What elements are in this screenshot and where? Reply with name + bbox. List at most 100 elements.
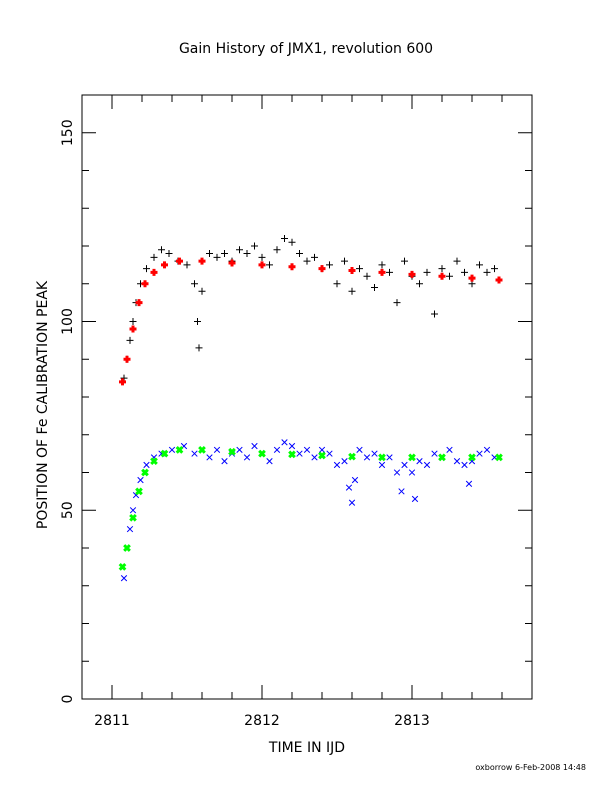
data-point bbox=[150, 457, 158, 466]
data-point bbox=[143, 265, 150, 273]
data-point bbox=[258, 261, 266, 269]
data-point bbox=[281, 234, 288, 242]
data-point bbox=[356, 446, 363, 454]
data-point bbox=[446, 446, 453, 454]
data-point bbox=[333, 461, 341, 469]
x-tick-label: 2811 bbox=[94, 713, 130, 729]
data-point bbox=[401, 257, 408, 265]
data-point bbox=[311, 253, 318, 261]
data-point bbox=[468, 453, 476, 462]
data-point bbox=[160, 449, 169, 458]
data-point bbox=[123, 355, 131, 363]
data-point bbox=[198, 257, 206, 265]
data-point bbox=[198, 445, 206, 454]
data-point bbox=[161, 261, 168, 269]
data-point bbox=[345, 484, 353, 491]
data-point bbox=[213, 446, 221, 454]
data-point bbox=[183, 261, 191, 269]
data-point bbox=[258, 253, 266, 261]
data-point bbox=[446, 272, 453, 280]
data-point bbox=[266, 458, 273, 465]
data-point bbox=[326, 450, 333, 457]
data-point bbox=[408, 453, 416, 462]
data-point bbox=[150, 253, 158, 261]
data-point bbox=[491, 265, 498, 273]
axis-ticks bbox=[81, 94, 533, 700]
data-point bbox=[120, 575, 128, 582]
data-point bbox=[378, 268, 386, 276]
y-tick-label: 50 bbox=[60, 501, 76, 519]
data-point bbox=[461, 461, 468, 469]
data-point bbox=[386, 268, 393, 276]
data-point bbox=[348, 452, 356, 461]
data-point bbox=[438, 453, 446, 462]
data-point bbox=[135, 487, 143, 496]
data-point bbox=[348, 287, 356, 295]
y-tick-label: 150 bbox=[60, 119, 76, 146]
data-point bbox=[137, 476, 144, 484]
data-point bbox=[176, 257, 183, 265]
data-point bbox=[129, 325, 137, 333]
data-point bbox=[453, 257, 461, 265]
data-point bbox=[243, 454, 251, 461]
data-point bbox=[228, 259, 236, 267]
data-point bbox=[416, 458, 423, 465]
y-tick-label: 0 bbox=[60, 695, 76, 704]
data-point bbox=[296, 250, 303, 258]
data-point bbox=[386, 454, 393, 461]
data-point bbox=[251, 242, 258, 250]
data-point bbox=[288, 263, 296, 271]
data-point bbox=[168, 446, 176, 454]
data-point bbox=[198, 287, 206, 295]
data-point bbox=[221, 250, 228, 258]
data-point bbox=[318, 451, 326, 460]
data-point bbox=[465, 480, 473, 487]
data-point bbox=[311, 454, 318, 461]
data-point bbox=[228, 447, 236, 456]
y-tick-label: 100 bbox=[60, 308, 76, 335]
data-point bbox=[303, 257, 311, 265]
axis-labels: 2811 2812 2813 0 50 100 150 bbox=[60, 119, 430, 729]
data-point bbox=[123, 544, 131, 552]
data-point bbox=[401, 461, 408, 469]
data-point bbox=[175, 445, 184, 454]
data-point bbox=[243, 250, 251, 258]
data-point bbox=[288, 238, 296, 246]
data-point bbox=[141, 280, 149, 288]
data-point bbox=[119, 378, 126, 386]
footer-stamp: oxborrow 6-Feb-2008 14:48 bbox=[475, 763, 586, 772]
data-point bbox=[288, 442, 296, 450]
data-point bbox=[221, 458, 228, 465]
data-point bbox=[135, 299, 143, 307]
data-point bbox=[129, 507, 137, 514]
data-point bbox=[348, 267, 356, 275]
data-point bbox=[453, 458, 461, 465]
data-point bbox=[495, 276, 503, 284]
data-point bbox=[423, 461, 431, 469]
data-point bbox=[143, 461, 150, 469]
data-point bbox=[296, 450, 303, 457]
data-point bbox=[371, 284, 378, 292]
data-point bbox=[191, 450, 198, 457]
data-point bbox=[416, 280, 423, 288]
data-point bbox=[195, 344, 203, 352]
data-point bbox=[141, 468, 149, 477]
data-point bbox=[378, 453, 386, 462]
data-point bbox=[341, 257, 348, 265]
data-point bbox=[438, 272, 446, 280]
data-series bbox=[118, 234, 503, 582]
data-point bbox=[236, 446, 243, 454]
data-point bbox=[468, 274, 476, 282]
data-point bbox=[333, 280, 341, 288]
data-point bbox=[266, 261, 273, 269]
chart-title: Gain History of JMX1, revolution 600 bbox=[179, 41, 433, 57]
x-tick-label: 2813 bbox=[394, 713, 430, 729]
data-point bbox=[363, 272, 371, 280]
data-point bbox=[213, 253, 221, 261]
data-point bbox=[483, 446, 491, 454]
x-axis-label: TIME IN IJD bbox=[268, 740, 345, 756]
data-point bbox=[351, 476, 359, 484]
data-point bbox=[348, 499, 356, 506]
